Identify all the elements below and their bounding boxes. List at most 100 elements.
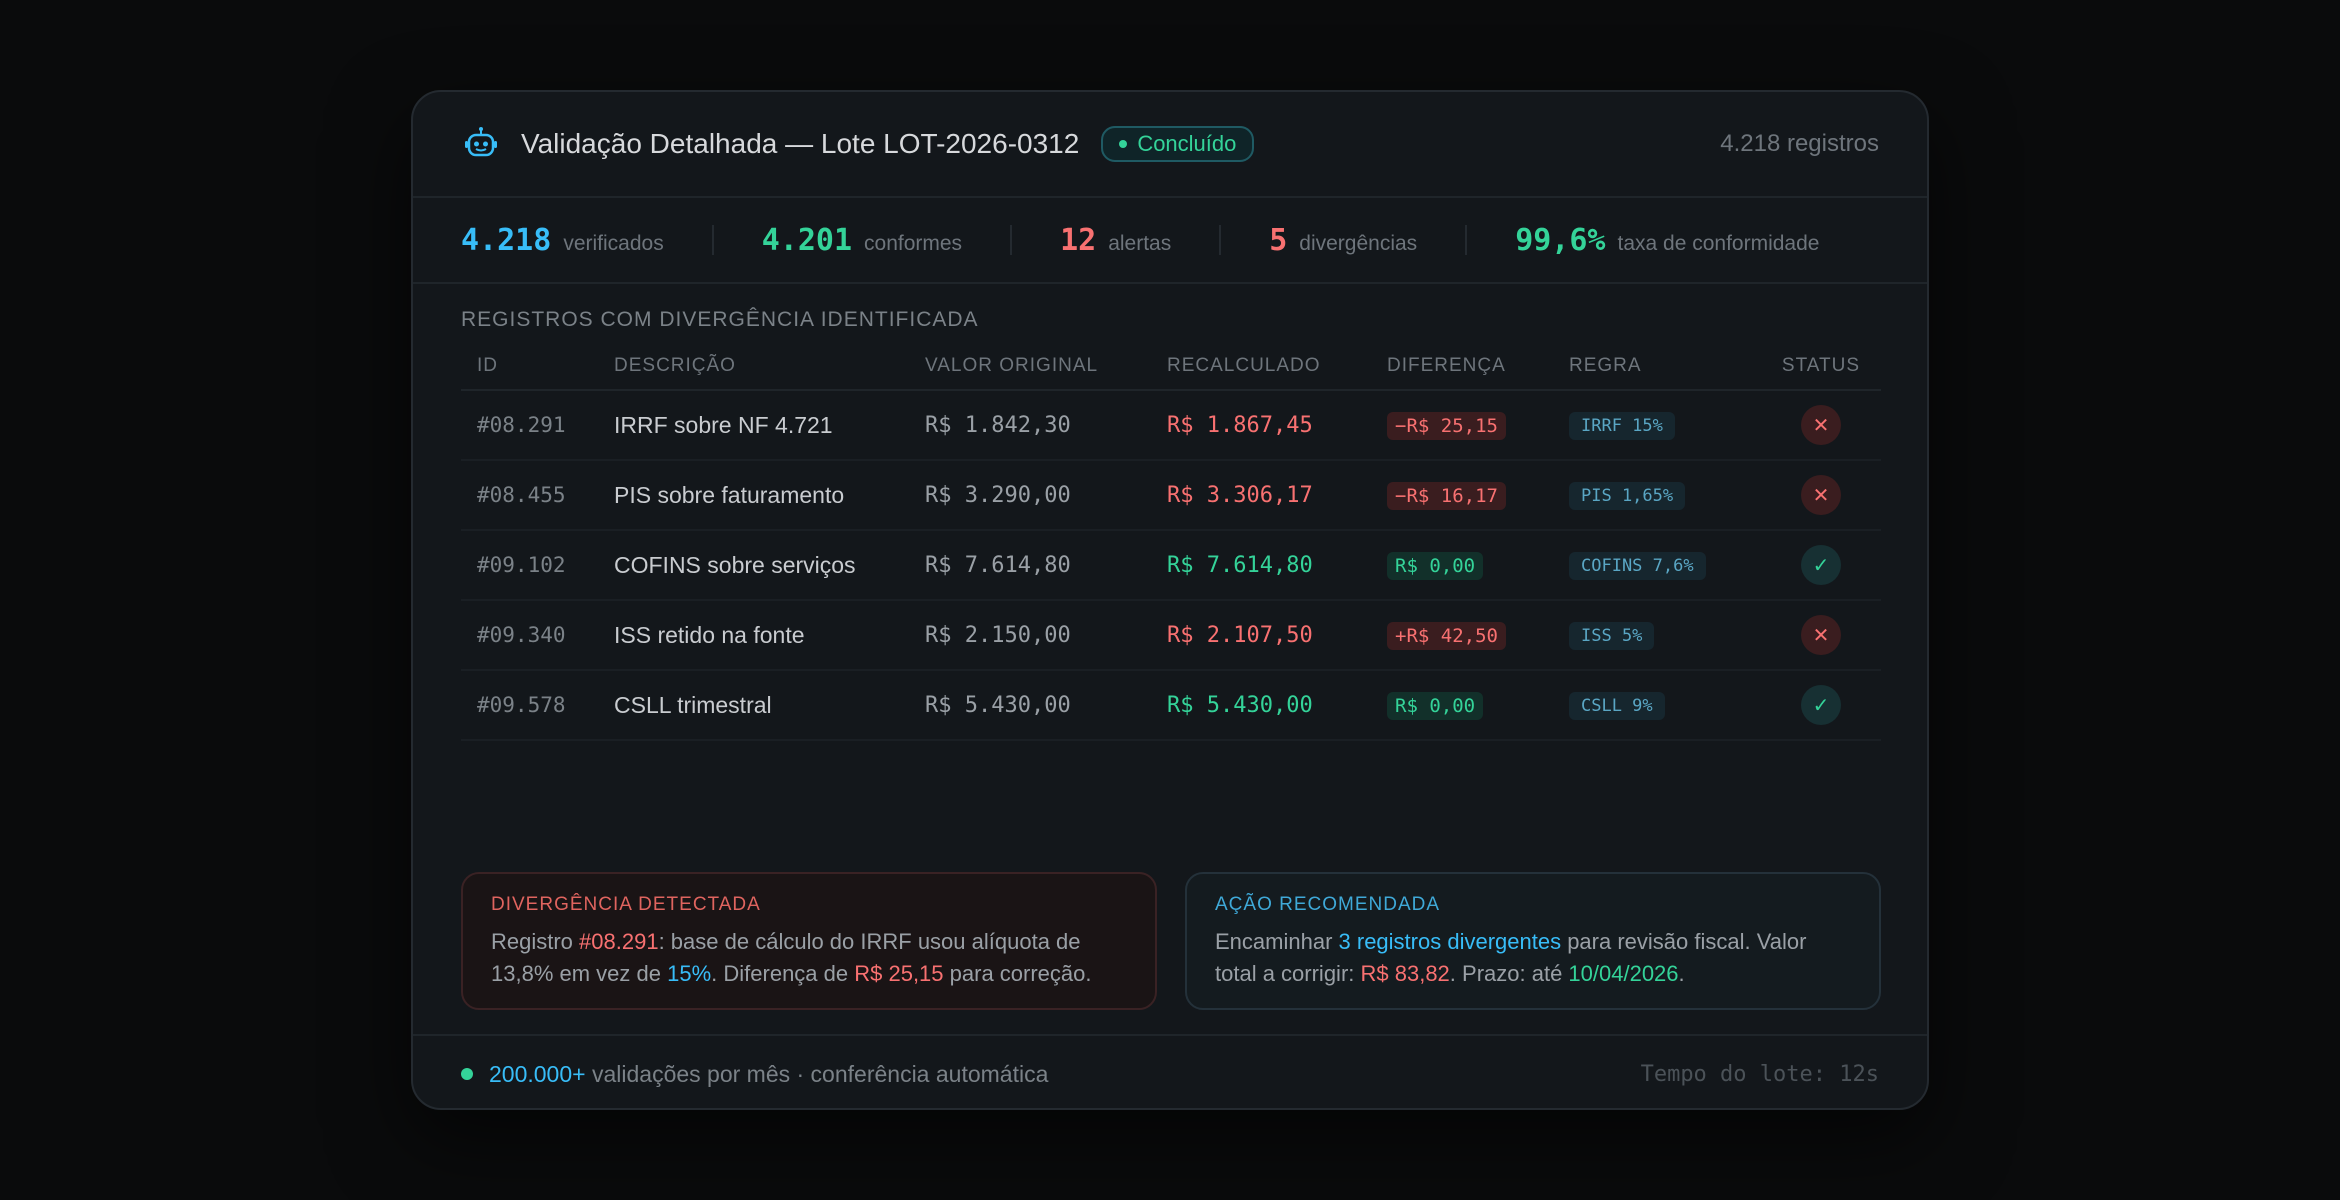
row-rule-cell: PIS 1,65% (1553, 460, 1761, 531)
row-difference: R$ 0,00 (1387, 551, 1484, 580)
row-difference: R$ 0,00 (1387, 691, 1484, 720)
text-part: . Diferença de (711, 961, 855, 986)
row-rule: COFINS 7,6% (1569, 552, 1706, 580)
batch-time: Tempo do lote: 12s (1640, 1061, 1879, 1087)
stat-value: 99,6% (1515, 222, 1606, 258)
stat-value: 4.218 (461, 222, 552, 258)
close-icon[interactable]: ✕ (1801, 405, 1841, 445)
row-status-cell: ✕ (1761, 390, 1881, 461)
text-part: : base de cálculo do IRRF usou alíquota … (491, 929, 1081, 986)
col-header-description[interactable]: DESCRIÇÃO (598, 342, 909, 391)
row-description: CSLL trimestral (598, 670, 909, 741)
row-id: #09.102 (461, 530, 598, 601)
row-rule-cell: CSLL 9% (1553, 670, 1761, 741)
row-description: ISS retido na fonte (598, 600, 909, 671)
row-difference-cell: +R$ 42,50 (1371, 600, 1553, 671)
deadline-date: 10/04/2026 (1568, 961, 1679, 986)
table-row[interactable]: #08.455 PIS sobre faturamento R$ 3.290,0… (461, 460, 1881, 531)
row-rule: ISS 5% (1569, 622, 1655, 650)
stat-label: divergências (1299, 231, 1418, 255)
divider (1219, 225, 1222, 255)
rate-value: 15% (667, 961, 712, 986)
row-description: IRRF sobre NF 4.721 (598, 390, 909, 461)
stat-compliance-rate: 99,6% taxa de conformidade (1515, 223, 1819, 258)
row-difference-cell: R$ 0,00 (1371, 670, 1553, 741)
stat-value: 5 (1269, 222, 1288, 258)
row-original: R$ 7.614,80 (909, 530, 1151, 601)
close-icon[interactable]: ✕ (1801, 615, 1841, 655)
col-header-original[interactable]: VALOR ORIGINAL (909, 342, 1151, 391)
check-icon[interactable]: ✓ (1801, 685, 1841, 725)
col-header-status[interactable]: STATUS (1761, 342, 1881, 391)
divider (1465, 225, 1468, 255)
status-badge: Concluído (1101, 126, 1255, 162)
text-part: para revisão fiscal. Valor total a corri… (1215, 929, 1807, 986)
stat-value: 12 (1060, 222, 1097, 258)
amount-value: R$ 83,82 (1360, 961, 1450, 986)
stat-label: verificados (563, 231, 664, 255)
row-recalculated: R$ 5.430,00 (1151, 670, 1371, 741)
stat-label: conformes (864, 231, 963, 255)
row-difference-cell: −R$ 25,15 (1371, 390, 1553, 461)
text-part: para correção. (943, 961, 1092, 986)
text-part: . (1678, 961, 1685, 986)
stat-label: alertas (1108, 231, 1172, 255)
row-description: PIS sobre faturamento (598, 460, 909, 531)
row-recalculated: R$ 3.306,17 (1151, 460, 1371, 531)
row-difference-cell: R$ 0,00 (1371, 530, 1553, 601)
table-row[interactable]: #08.291 IRRF sobre NF 4.721 R$ 1.842,30 … (461, 390, 1881, 461)
panel-text: Encaminhar 3 registros divergentes para … (1215, 926, 1851, 990)
check-icon[interactable]: ✓ (1801, 545, 1841, 585)
table-row[interactable]: #09.102 COFINS sobre serviços R$ 7.614,8… (461, 530, 1881, 601)
row-rule: CSLL 9% (1569, 692, 1665, 720)
row-status-cell: ✕ (1761, 460, 1881, 531)
stat-label: taxa de conformidade (1617, 231, 1820, 255)
text-part: . Prazo: até (1449, 961, 1569, 986)
row-recalculated: R$ 2.107,50 (1151, 600, 1371, 671)
col-header-id[interactable]: ID (461, 342, 598, 391)
row-difference-cell: −R$ 16,17 (1371, 460, 1553, 531)
row-recalculated: R$ 7.614,80 (1151, 530, 1371, 601)
footer-highlight: 200.000+ (489, 1060, 586, 1087)
col-header-recalculated[interactable]: RECALCULADO (1151, 342, 1371, 391)
divergent-records-link[interactable]: 3 registros divergentes (1338, 929, 1562, 954)
record-id[interactable]: #08.291 (579, 929, 659, 954)
status-dot-icon (461, 1068, 473, 1080)
row-description: COFINS sobre serviços (598, 530, 909, 601)
footer-description: validações por mês · conferência automát… (585, 1060, 1049, 1087)
col-header-rule[interactable]: REGRA (1553, 342, 1761, 391)
panel-text: Registro #08.291: base de cálculo do IRR… (491, 926, 1127, 990)
amount-value: R$ 25,15 (854, 961, 944, 986)
row-rule-cell: IRRF 15% (1553, 390, 1761, 461)
row-difference: −R$ 25,15 (1387, 411, 1506, 440)
validation-card: Validação Detalhada — Lote LOT-2026-0312… (411, 90, 1929, 1110)
row-rule-cell: COFINS 7,6% (1553, 530, 1761, 601)
table-header-row: ID DESCRIÇÃO VALOR ORIGINAL RECALCULADO … (461, 342, 1881, 391)
row-original: R$ 1.842,30 (909, 390, 1151, 461)
robot-icon (461, 124, 501, 164)
row-rule: PIS 1,65% (1569, 482, 1686, 510)
table-row[interactable]: #09.340 ISS retido na fonte R$ 2.150,00 … (461, 600, 1881, 671)
row-id: #08.455 (461, 460, 598, 531)
row-id: #09.578 (461, 670, 598, 741)
records-count: 4.218 registros (1720, 130, 1879, 157)
divergence-table: ID DESCRIÇÃO VALOR ORIGINAL RECALCULADO … (461, 342, 1881, 741)
row-difference: −R$ 16,17 (1387, 481, 1506, 510)
action-panel: AÇÃO RECOMENDADA Encaminhar 3 registros … (1185, 872, 1881, 1010)
row-recalculated: R$ 1.867,45 (1151, 390, 1371, 461)
section-title: REGISTROS COM DIVERGÊNCIA IDENTIFICADA (461, 308, 979, 331)
row-id: #08.291 (461, 390, 598, 461)
stat-alerts: 12 alertas (1060, 223, 1171, 258)
panel-title: DIVERGÊNCIA DETECTADA (491, 894, 761, 915)
row-rule: IRRF 15% (1569, 412, 1675, 440)
divider (711, 225, 714, 255)
panel-title: AÇÃO RECOMENDADA (1215, 894, 1441, 915)
page-title: Validação Detalhada — Lote LOT-2026-0312 (521, 128, 1080, 159)
row-original: R$ 5.430,00 (909, 670, 1151, 741)
table-row[interactable]: #09.578 CSLL trimestral R$ 5.430,00 R$ 5… (461, 670, 1881, 741)
col-header-difference[interactable]: DIFERENÇA (1371, 342, 1553, 391)
close-icon[interactable]: ✕ (1801, 475, 1841, 515)
stat-verified: 4.218 verificados (461, 223, 664, 258)
text-part: Encaminhar (1215, 929, 1339, 954)
stat-divergences: 5 divergências (1269, 223, 1417, 258)
